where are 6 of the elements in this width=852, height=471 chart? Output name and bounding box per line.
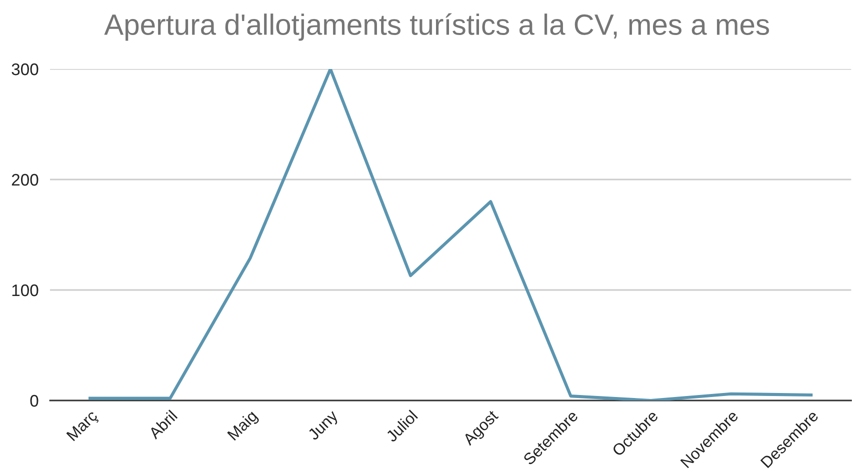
y-tick-label: 300 bbox=[12, 63, 38, 76]
y-tick-label: 200 bbox=[12, 174, 38, 186]
y-tick-label: 100 bbox=[12, 284, 38, 296]
y-tick-label: 0 bbox=[30, 394, 38, 407]
chart-title: Apertura d'allotjaments turístics a la CV, mes a mes bbox=[104, 13, 769, 41]
line-series bbox=[88, 69, 813, 400]
